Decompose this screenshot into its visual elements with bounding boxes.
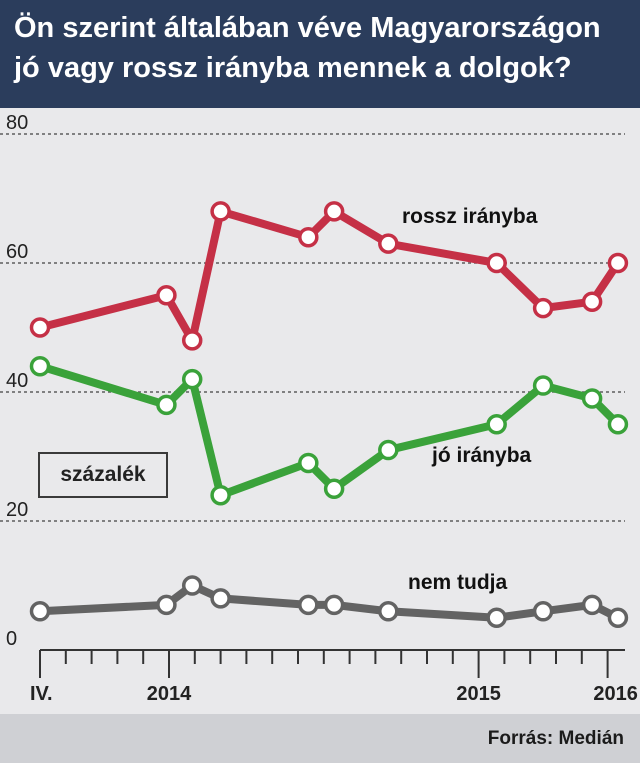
data-point-nem-tudja	[323, 594, 345, 616]
data-point-rossz-iranyba	[210, 201, 231, 222]
data-point-jo-iranyba	[210, 484, 231, 506]
data-point-jo-iranyba	[486, 414, 507, 435]
y-tick-label-60: 60	[6, 241, 28, 263]
data-point-nem-tudja	[486, 607, 507, 628]
data-point-nem-tudja	[607, 607, 629, 628]
x-tick-label-0: IV.	[30, 683, 53, 705]
y-tick-label-40: 40	[6, 370, 28, 392]
data-point-nem-tudja	[532, 601, 554, 622]
chart-title: Ön szerint általában véve Magyarországon…	[14, 8, 634, 88]
data-point-rossz-iranyba	[181, 330, 203, 351]
series-nem-tudja: nem tudja	[29, 571, 629, 628]
data-point-jo-iranyba	[156, 394, 177, 416]
source-label: Forrás: Medián	[487, 728, 624, 749]
y-tick-label-0: 0	[6, 628, 17, 650]
footer-bar: Forrás: Medián	[0, 714, 640, 763]
title-bar: Ön szerint általában véve Magyarországon…	[0, 0, 640, 108]
data-point-jo-iranyba	[581, 388, 603, 409]
data-point-rossz-iranyba	[156, 285, 177, 306]
data-point-rossz-iranyba	[298, 226, 319, 248]
data-point-nem-tudja	[581, 594, 603, 616]
series-jo-iranyba: jó irányba	[29, 355, 629, 506]
data-point-rossz-iranyba	[607, 252, 629, 274]
data-point-rossz-iranyba	[323, 201, 345, 222]
x-tick-label-2: 2015	[456, 683, 501, 705]
chart-title-line-1: Ön szerint általában véve Magyarországon	[14, 12, 601, 44]
data-point-jo-iranyba	[323, 478, 345, 499]
series-rossz-iranyba: rossz irányba	[29, 201, 629, 351]
data-point-nem-tudja	[181, 575, 203, 596]
data-point-rossz-iranyba	[378, 233, 399, 254]
data-point-jo-iranyba	[29, 355, 51, 377]
chart-title-line-2: jó vagy rossz irányba mennek a dolgok?	[14, 52, 572, 84]
series-label-rossz-iranyba: rossz irányba	[402, 205, 538, 228]
data-point-nem-tudja	[29, 601, 51, 622]
data-point-rossz-iranyba	[581, 291, 603, 312]
y-tick-label-80: 80	[6, 112, 28, 134]
data-point-nem-tudja	[378, 601, 399, 622]
data-point-rossz-iranyba	[532, 297, 554, 319]
data-point-jo-iranyba	[607, 414, 629, 435]
y-tick-label-20: 20	[6, 499, 28, 521]
data-point-jo-iranyba	[378, 439, 399, 461]
data-point-rossz-iranyba	[486, 252, 507, 274]
line-chart: 0 20 40 60 80 IV. 2014 2015 2016 rossz irányba jó …	[0, 112, 638, 705]
data-point-rossz-iranyba	[29, 317, 51, 338]
x-tick-label-1: 2014	[147, 683, 192, 705]
series-label-jo-iranyba: jó irányba	[431, 444, 532, 467]
data-point-nem-tudja	[156, 594, 177, 616]
data-point-nem-tudja	[210, 588, 231, 609]
data-point-jo-iranyba	[532, 375, 554, 396]
series-label-nem-tudja: nem tudja	[408, 571, 507, 594]
data-point-nem-tudja	[298, 594, 319, 616]
series-line-rossz-iranyba	[36, 207, 622, 345]
data-point-jo-iranyba	[298, 452, 319, 474]
unit-label: százalék	[38, 452, 168, 498]
x-tick-label-3: 2016	[593, 683, 638, 705]
data-point-jo-iranyba	[181, 368, 203, 390]
